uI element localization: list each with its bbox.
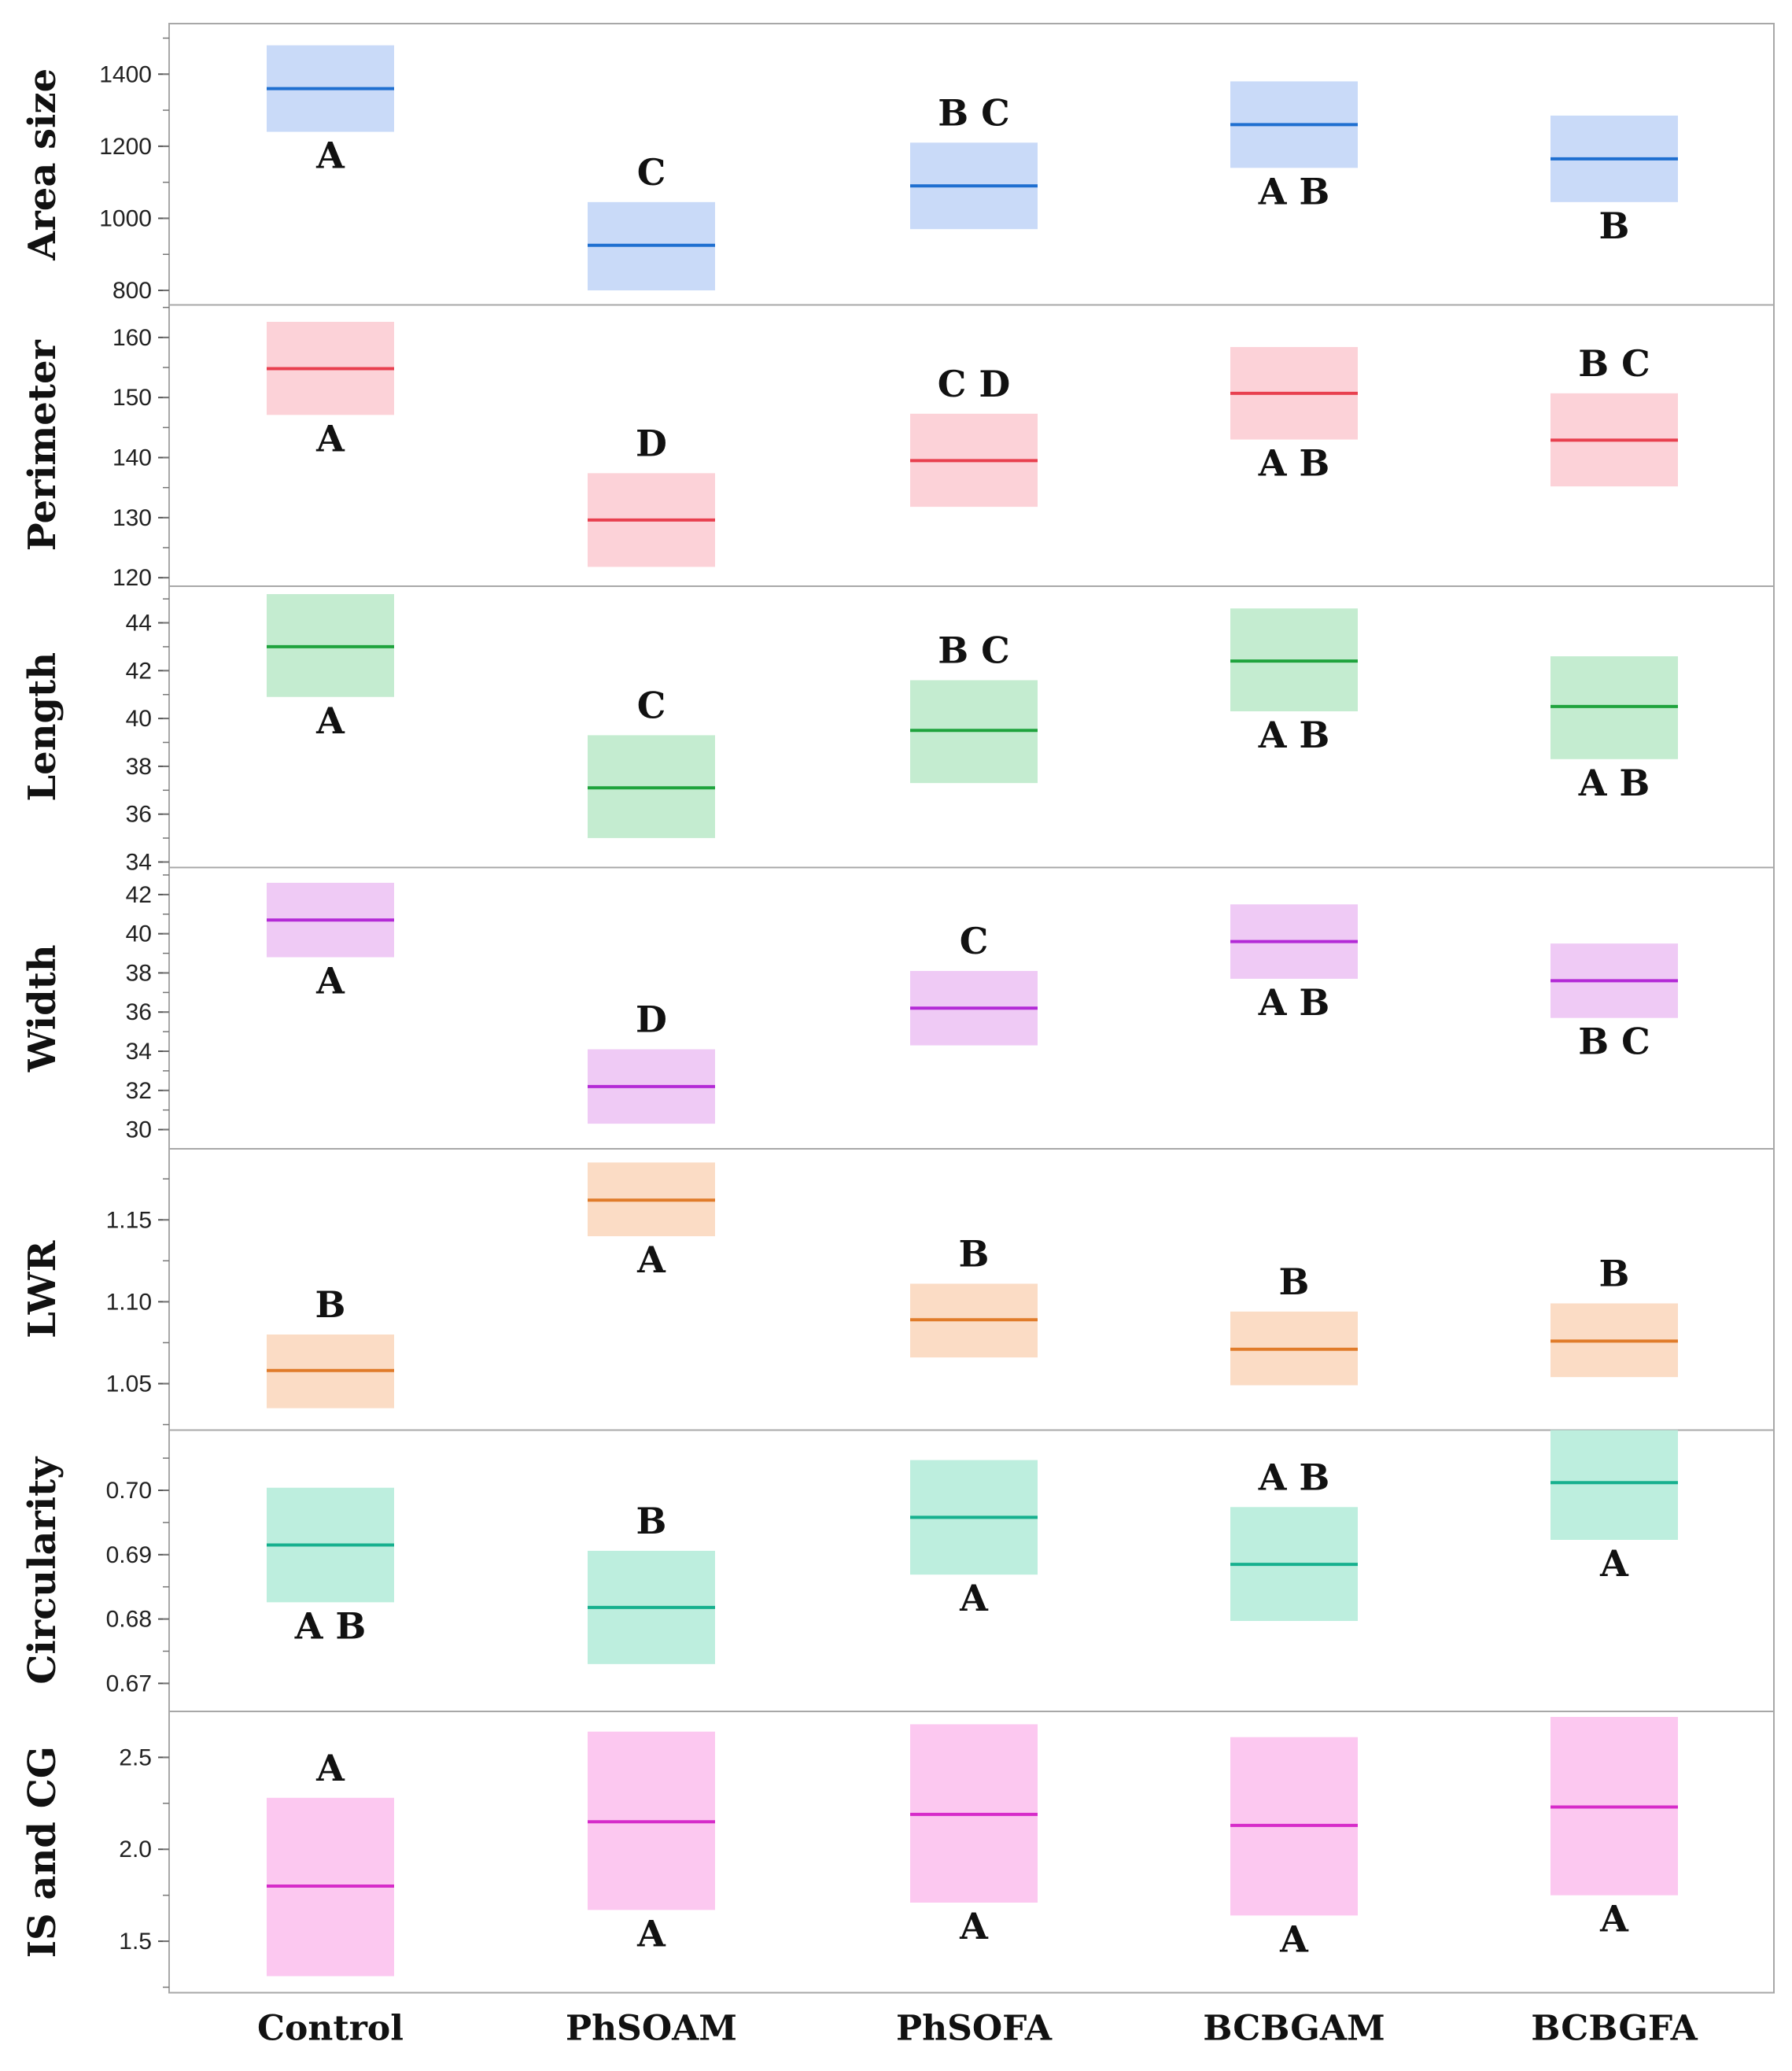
tick-label: 1.10: [106, 1289, 152, 1315]
significance-label: C: [960, 920, 989, 962]
panel-5: 0.67 0.68 0.69 0.70 Circularity A B B A A B A: [20, 1429, 1775, 1712]
tick-label: 2.5: [119, 1744, 152, 1770]
significance-label: C: [637, 151, 666, 194]
significance-label: A B: [1258, 170, 1330, 212]
panel-boxes: [267, 1717, 1678, 1977]
significance-label: A: [315, 417, 345, 460]
significance-label: A: [315, 1747, 345, 1789]
significance-label: A B: [294, 1604, 367, 1647]
significance-label: A: [315, 135, 345, 177]
significance-label: A B: [1258, 442, 1330, 485]
tick-label: 2.0: [119, 1837, 152, 1862]
tick-label: 0.67: [106, 1670, 152, 1696]
significance-label: A: [1279, 1918, 1309, 1960]
tick-label: 44: [126, 611, 152, 637]
category-label: PhSOFA: [896, 2009, 1053, 2049]
significance-label: B C: [938, 91, 1010, 134]
tick-label: 42: [126, 658, 152, 684]
panel-frame: [168, 1711, 1775, 1994]
significance-label: B: [1599, 205, 1630, 247]
panel-title: Length: [20, 652, 65, 802]
significance-label: D: [636, 999, 667, 1041]
significance-label: D: [636, 422, 667, 464]
significance-label: A: [315, 960, 345, 1002]
tick-label: 1.5: [119, 1929, 152, 1955]
significance-label: A: [636, 1912, 666, 1955]
panel-boxes: [267, 45, 1678, 291]
panel-6: 1.5 2.0 2.5 IS and CG A A A A A: [20, 1711, 1775, 1994]
significance-label: A: [1599, 1898, 1629, 1940]
significance-label: C D: [938, 363, 1011, 405]
panel-title: Width: [20, 944, 65, 1072]
tick-label: 0.69: [106, 1542, 152, 1568]
tick-label: 32: [126, 1078, 152, 1104]
tick-label: 42: [126, 882, 152, 908]
panel-4: 1.05 1.10 1.15 LWR B A B B B: [20, 1148, 1775, 1431]
tick-label: 34: [126, 1039, 152, 1065]
significance-label: C: [637, 684, 666, 726]
x-axis: Control PhSOAM PhSOFA BCBGAM BCBGFA: [257, 2009, 1698, 2049]
significance-label: B C: [1578, 1021, 1650, 1063]
tick-label: 800: [112, 278, 152, 304]
tick-label: 40: [126, 921, 152, 947]
tick-label: 38: [126, 754, 152, 780]
panel-title: Area size: [20, 68, 65, 261]
tick-label: 140: [112, 445, 152, 471]
significance-label: A: [1599, 1542, 1629, 1585]
category-label: PhSOAM: [566, 2009, 737, 2049]
tick-label: 120: [112, 565, 152, 591]
panel-boxes: [267, 1430, 1678, 1664]
panel-1: 120 130 140 150 160 Perimeter A D C D A B B C: [20, 304, 1775, 591]
significance-label: B: [959, 1232, 990, 1275]
significance-label: A B: [1258, 981, 1330, 1024]
tick-label: 1.15: [106, 1207, 152, 1233]
significance-label: A: [959, 1577, 989, 1619]
tick-label: 40: [126, 706, 152, 732]
tick-label: 1400: [99, 61, 152, 87]
tick-label: 36: [126, 802, 152, 828]
significance-label: A B: [1258, 1456, 1330, 1498]
panel-2: 34 36 38 40 42 44 Length A C B C A B A B: [20, 585, 1775, 876]
significance-label: B: [315, 1283, 346, 1326]
tick-label: 130: [112, 505, 152, 531]
tick-label: 36: [126, 999, 152, 1025]
significance-label: B: [1599, 1252, 1630, 1294]
panel-boxes: [267, 594, 1678, 839]
panel-boxes: [267, 1162, 1678, 1408]
significance-label: B C: [1578, 342, 1650, 385]
tick-label: 160: [112, 325, 152, 351]
tick-label: 1200: [99, 134, 152, 160]
panel-title: IS and CG: [20, 1746, 65, 1958]
panel-3: 30 32 34 36 38 40 42 Width A D C A B B C: [20, 866, 1775, 1150]
tick-label: 34: [126, 850, 152, 876]
category-label: BCBGAM: [1203, 2009, 1385, 2049]
category-label: Control: [257, 2009, 404, 2049]
significance-label: A B: [1578, 762, 1650, 804]
tick-label: 1.05: [106, 1371, 152, 1397]
tick-label: 30: [126, 1117, 152, 1143]
panel-boxes: [267, 882, 1678, 1124]
significance-label: A: [315, 700, 345, 742]
panel-title: Circularity: [20, 1456, 65, 1685]
tick-label: 0.68: [106, 1607, 152, 1633]
tick-label: 1000: [99, 205, 152, 231]
tick-label: 38: [126, 960, 152, 986]
significance-label: A: [959, 1905, 989, 1947]
tick-label: 150: [112, 385, 152, 411]
significance-label: A: [636, 1239, 666, 1281]
significance-label: B: [1279, 1261, 1310, 1303]
tick-label: 0.70: [106, 1478, 152, 1504]
panel-0: 800 1000 1200 1400 Area size A C B C A B B: [20, 23, 1775, 306]
significance-label: B: [636, 1500, 667, 1542]
significance-label: B C: [938, 629, 1010, 671]
significance-label: A B: [1258, 714, 1330, 756]
ci-box: [1550, 1430, 1678, 1540]
panel-boxes: [267, 322, 1678, 567]
panel-title: LWR: [20, 1240, 65, 1338]
panel-title: Perimeter: [20, 339, 65, 551]
category-label: BCBGFA: [1531, 2009, 1698, 2049]
